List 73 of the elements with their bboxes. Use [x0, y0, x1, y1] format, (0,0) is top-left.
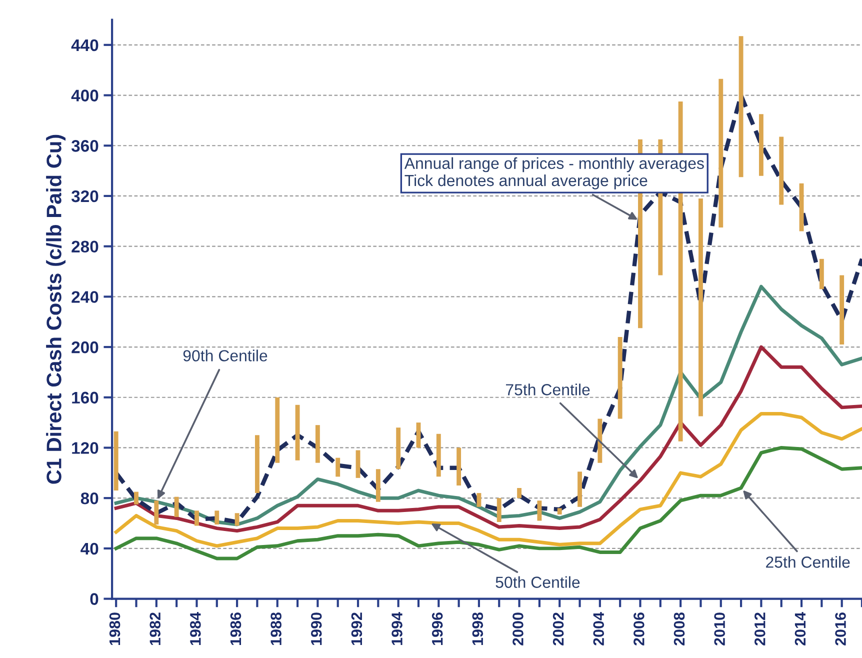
x-tick-label: 2000	[512, 612, 524, 646]
bar	[738, 36, 744, 178]
annotation: 25th Centile	[766, 556, 850, 568]
bar	[376, 469, 380, 502]
bar	[618, 336, 622, 419]
annotation: 75th Centile	[506, 384, 590, 396]
x-tick-label: 1984	[190, 612, 201, 645]
y-tick-label: 400	[71, 90, 98, 102]
y-tick-label: 0	[90, 593, 98, 605]
bar	[578, 472, 582, 507]
bar	[275, 397, 280, 463]
x-tick-label: 2002	[552, 612, 564, 646]
x-tick-label: 1986	[230, 612, 242, 645]
bar	[356, 450, 360, 478]
y-tick-label: 320	[71, 190, 98, 202]
line-series	[114, 284, 862, 526]
bar	[234, 513, 240, 526]
bar	[396, 428, 401, 470]
x-tick-label: 1980	[109, 612, 120, 645]
x-tick-label: 1990	[310, 612, 322, 645]
bar	[315, 425, 320, 463]
x-tick-label: 1996	[432, 612, 443, 645]
x-tick-label: 1988	[270, 612, 282, 645]
bar	[134, 492, 138, 504]
line-series	[114, 345, 862, 533]
annotation: Annual range of prices - monthly averages Tick denotes annual average price	[404, 157, 704, 190]
bar	[114, 431, 118, 491]
y-tick-label: 80	[80, 492, 98, 504]
x-tick-label: 2016	[835, 612, 846, 646]
x-tick-label: 1992	[351, 612, 362, 645]
bar	[214, 510, 220, 525]
bar	[698, 198, 703, 416]
annotation: 90th Centile	[183, 350, 268, 362]
line-series	[114, 412, 862, 548]
x-tick-label: 2004	[593, 612, 604, 646]
x-tick-label: 1998	[472, 612, 484, 645]
bar	[517, 488, 522, 498]
bar	[598, 418, 602, 463]
bar	[456, 448, 462, 486]
y-tick-label: 160	[72, 392, 98, 404]
bar	[557, 508, 562, 514]
x-tick-label: 1982	[150, 612, 161, 645]
bar	[758, 114, 764, 176]
annotation: 50th Centile	[496, 576, 580, 588]
x-tick-label: 2008	[674, 612, 685, 646]
x-tick-label: 1994	[392, 612, 402, 645]
y-axis-title: C1 Direct Cash Costs (c/lb Paid Cu)	[46, 134, 66, 484]
y-tick-label: 280	[72, 240, 98, 253]
x-tick-label: 2010	[714, 612, 725, 646]
y-tick-label: 120	[72, 442, 98, 454]
bar	[254, 435, 260, 494]
y-tick-label: 240	[72, 291, 98, 303]
bar	[295, 404, 300, 460]
bar	[799, 183, 804, 232]
y-tick-label: 40	[80, 542, 98, 555]
x-tick-label: 2012	[754, 612, 766, 646]
x-tick-label: 2014	[794, 612, 806, 646]
bar	[154, 500, 159, 525]
bar	[537, 500, 542, 521]
bar	[174, 496, 179, 517]
bar	[718, 78, 724, 228]
y-tick-label: 200	[72, 341, 98, 354]
bar	[194, 510, 199, 526]
bar	[819, 258, 824, 290]
y-tick-label: 440	[71, 39, 98, 52]
bar	[840, 275, 844, 345]
bar	[436, 434, 441, 477]
x-tick-label: 2006	[634, 612, 644, 646]
bar	[496, 498, 502, 522]
bar	[476, 493, 482, 507]
bar	[779, 136, 784, 205]
y-tick-label: 360	[71, 140, 98, 152]
bar	[336, 458, 340, 477]
